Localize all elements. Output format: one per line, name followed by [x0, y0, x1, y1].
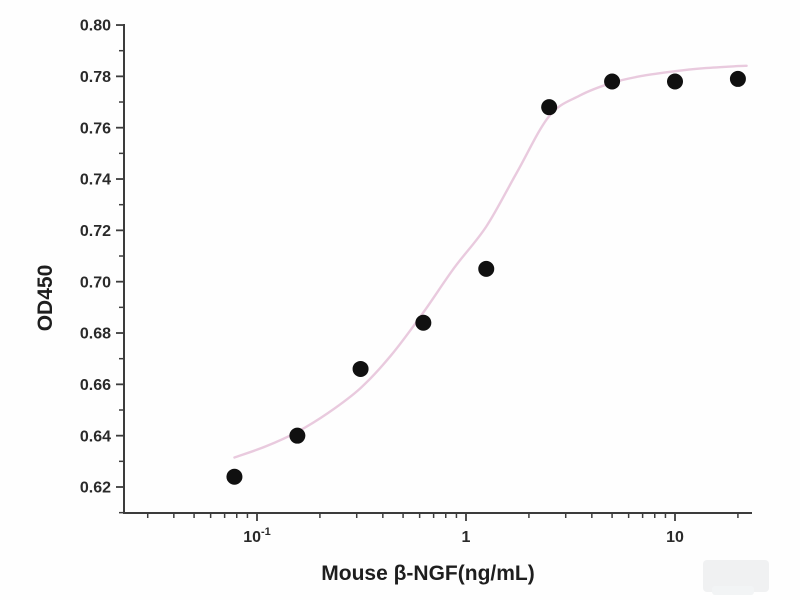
data-point: [289, 427, 306, 444]
data-point: [478, 260, 495, 277]
data-points-layer: [226, 70, 746, 485]
x-tick-label: 1: [462, 529, 471, 546]
y-tick-label: 0.62: [80, 480, 111, 497]
y-tick-label: 0.74: [80, 172, 111, 189]
data-point: [604, 73, 621, 90]
data-point: [541, 99, 558, 116]
data-point: [415, 314, 432, 331]
y-tick-label: 0.70: [80, 274, 111, 291]
axes-layer: [116, 24, 752, 521]
data-point: [667, 73, 683, 90]
y-axis-title: OD450: [34, 265, 57, 332]
x-axis-title: Mouse β-NGF(ng/mL): [321, 562, 534, 585]
watermark-smudge: [712, 586, 754, 595]
y-tick-label: 0.68: [80, 326, 111, 343]
tick-labels-layer: 0.62 0.64 0.66 0.68 0.70 0.72 0.74 0.76 0.78 0.80…: [80, 18, 684, 546]
y-tick-label: 0.64: [80, 428, 111, 445]
y-tick-label: 0.72: [80, 223, 111, 240]
fit-curve-layer: [233, 64, 748, 459]
data-point: [226, 468, 243, 485]
y-tick-label: 0.80: [80, 18, 111, 35]
y-tick-label: 0.76: [80, 120, 111, 137]
y-tick-label: 0.78: [80, 69, 111, 86]
x-tick-label: 10: [666, 529, 684, 546]
fit-curve: [233, 64, 748, 459]
data-point: [352, 360, 369, 377]
y-tick-label: 0.66: [80, 377, 111, 394]
x-tick-label: 10-1: [243, 526, 271, 546]
data-point: [729, 70, 746, 87]
